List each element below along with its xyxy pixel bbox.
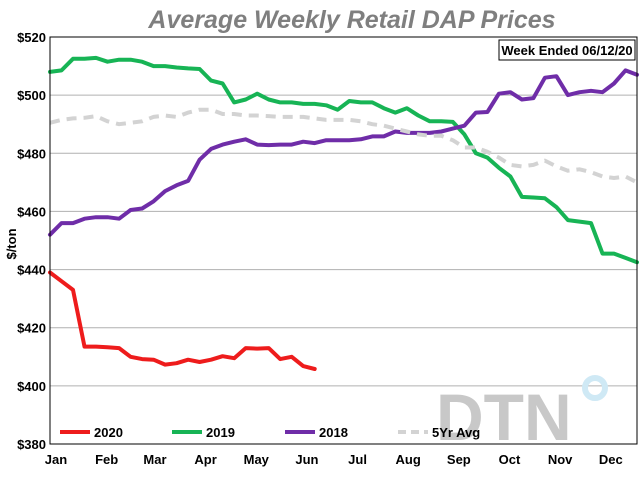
series-line-2020 bbox=[48, 270, 317, 371]
x-tick-label: Jan bbox=[45, 452, 67, 467]
chart-title: Average Weekly Retail DAP Prices bbox=[147, 6, 555, 34]
x-tick-label: May bbox=[244, 452, 270, 467]
dtn-logo-dot-icon bbox=[582, 375, 608, 401]
x-tick-label: Mar bbox=[143, 452, 166, 467]
x-tick-label: Feb bbox=[95, 452, 118, 467]
x-tick-label: Apr bbox=[194, 452, 216, 467]
y-axis-label: $/ton bbox=[4, 228, 19, 259]
y-tick-label: $380 bbox=[17, 437, 46, 452]
y-axis-ticks: $380 $400 $420 $440 $460 $480 $500 $520 bbox=[17, 30, 46, 452]
y-tick-label: $400 bbox=[17, 379, 46, 394]
legend-label: 2018 bbox=[319, 425, 348, 440]
y-tick-label: $500 bbox=[17, 88, 46, 103]
plot-area-frame bbox=[49, 36, 638, 445]
x-tick-label: Sep bbox=[447, 452, 471, 467]
week-ended-annotation: Week Ended 06/12/20 bbox=[501, 43, 632, 58]
y-tick-label: $520 bbox=[17, 30, 46, 45]
legend: 2020 2019 2018 5Yr Avg bbox=[60, 425, 480, 440]
x-tick-label: Jul bbox=[348, 452, 367, 467]
dtn-logo-text: DTN bbox=[436, 380, 572, 454]
x-tick-label: Oct bbox=[499, 452, 521, 467]
gridlines bbox=[50, 94, 637, 387]
series-line-2019 bbox=[48, 55, 639, 265]
x-axis-ticks: Jan Feb Mar Apr May Jun Jul Aug Sep Oct Nov Dec bbox=[45, 452, 623, 467]
legend-label: 2020 bbox=[94, 425, 123, 440]
x-tick-label: Jun bbox=[295, 452, 318, 467]
dtn-watermark: DTN bbox=[436, 375, 608, 454]
series-lines bbox=[48, 55, 639, 371]
y-tick-label: $460 bbox=[17, 204, 46, 219]
y-tick-label: $420 bbox=[17, 321, 46, 336]
y-tick-label: $440 bbox=[17, 263, 46, 278]
x-tick-label: Aug bbox=[396, 452, 421, 467]
y-tick-label: $480 bbox=[17, 146, 46, 161]
x-tick-label: Dec bbox=[599, 452, 623, 467]
legend-label: 5Yr Avg bbox=[432, 425, 480, 440]
legend-label: 2019 bbox=[206, 425, 235, 440]
series-line-2018 bbox=[48, 68, 639, 237]
x-tick-label: Nov bbox=[548, 452, 573, 467]
annotation-box: Week Ended 06/12/20 bbox=[498, 39, 636, 61]
series-line-5yr-avg bbox=[49, 107, 638, 185]
